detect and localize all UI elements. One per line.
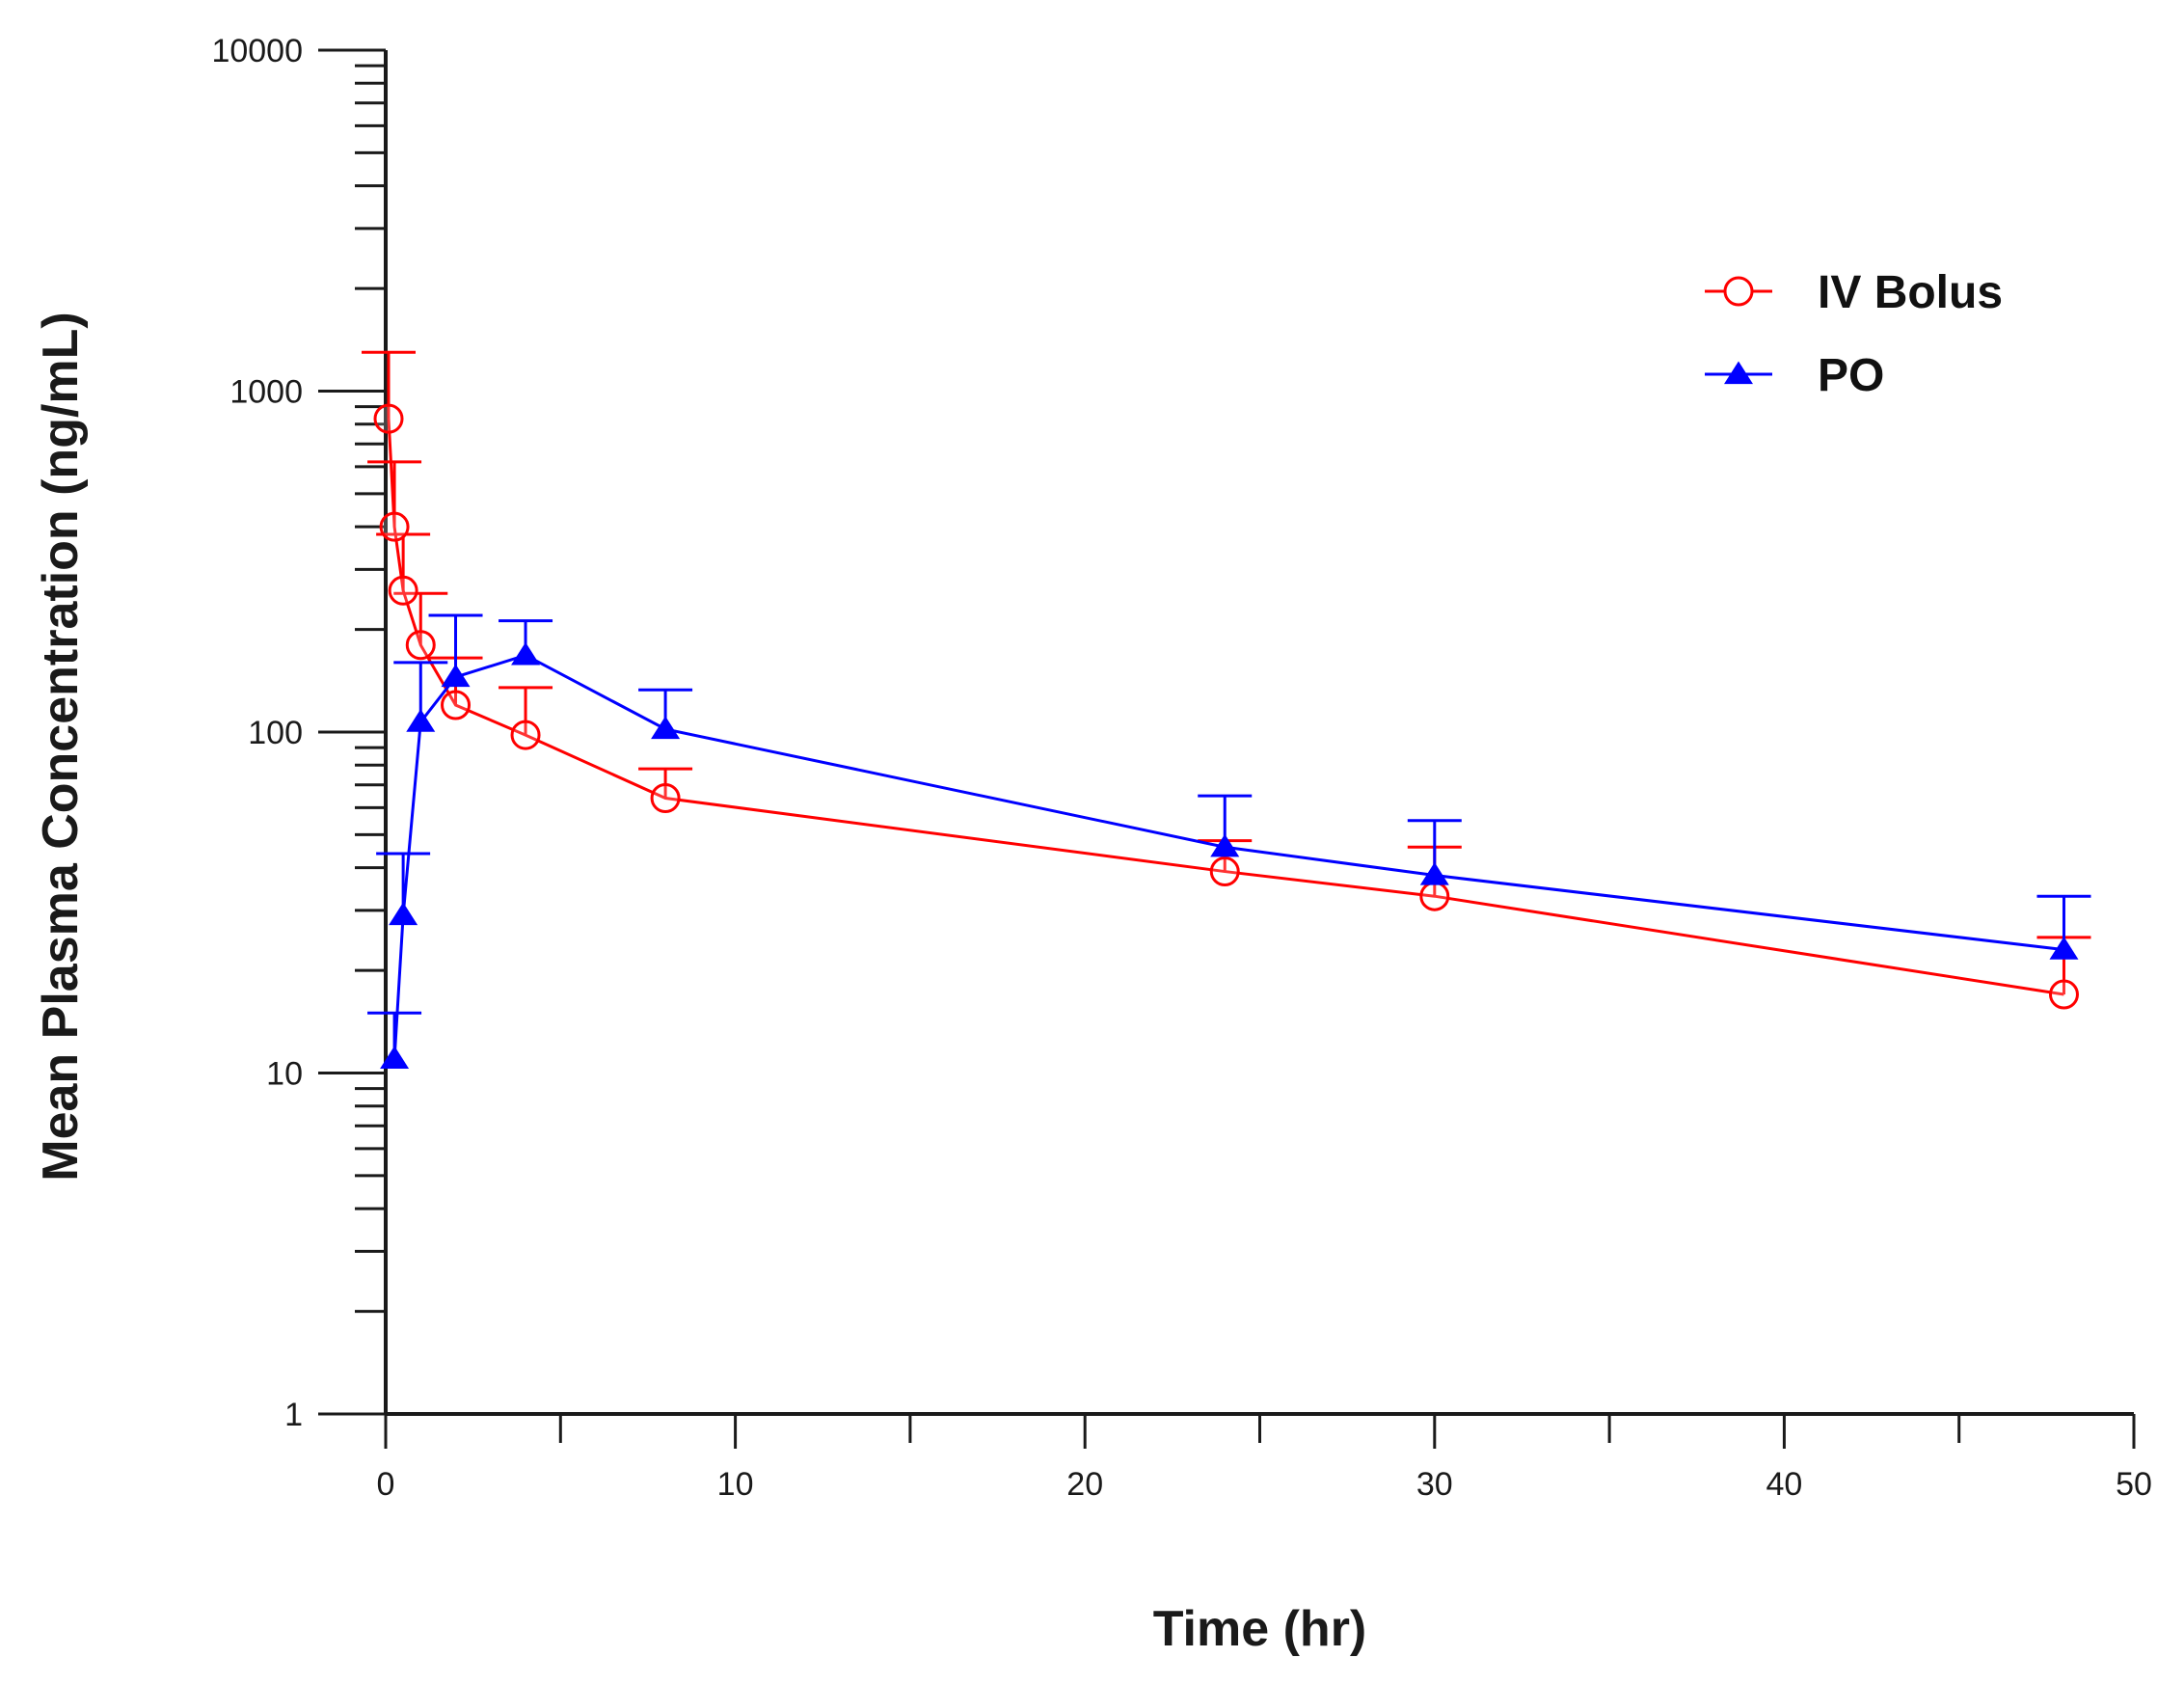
legend-label-po: PO (1818, 350, 1884, 401)
x-tick-label: 20 (1066, 1466, 1103, 1503)
y-tick-label: 1 (284, 1397, 303, 1433)
plot-area: 1 10 100 1000 10000 0 10 20 30 40 50 (211, 33, 2151, 1503)
legend-item-po: PO (1705, 350, 1884, 401)
x-axis-ticks: 0 10 20 30 40 50 (377, 1414, 2152, 1503)
data-point-po (2049, 937, 2079, 960)
series-iv-bolus (362, 350, 2091, 1010)
data-point-iv-bolus (388, 575, 418, 606)
legend-item-iv-bolus: IV Bolus (1705, 267, 2003, 318)
data-point-iv-bolus (405, 630, 436, 661)
data-point-iv-bolus (2048, 979, 2079, 1010)
y-axis-title: Mean Plasma Concentration (ng/mL) (33, 312, 89, 1181)
x-tick-label: 50 (2116, 1466, 2152, 1503)
series-layer (362, 350, 2091, 1069)
x-axis-title: Time (hr) (1153, 1601, 1367, 1657)
data-point-iv-bolus (650, 783, 681, 814)
x-tick-label: 10 (717, 1466, 754, 1503)
y-tick-label: 100 (248, 715, 303, 751)
legend-marker-iv-bolus (1723, 276, 1754, 307)
x-tick-label: 0 (377, 1466, 395, 1503)
data-point-po (406, 709, 436, 732)
data-point-po (389, 902, 418, 926)
series-po (367, 613, 2091, 1069)
data-point-po (1210, 833, 1240, 857)
data-point-iv-bolus (379, 511, 410, 542)
data-point-po (651, 716, 681, 740)
data-point-iv-bolus (510, 720, 541, 750)
data-point-po (380, 1046, 410, 1069)
x-tick-label: 40 (1766, 1466, 1802, 1503)
legend: IV Bolus PO (1705, 267, 2003, 401)
data-point-po (511, 641, 541, 666)
legend-label-iv-bolus: IV Bolus (1818, 267, 2003, 318)
data-point-po (1419, 862, 1449, 885)
data-point-po (441, 664, 471, 688)
y-tick-label: 10000 (211, 33, 303, 69)
data-point-iv-bolus (373, 403, 404, 434)
y-tick-label: 1000 (229, 374, 303, 411)
data-point-iv-bolus (1419, 881, 1450, 911)
data-point-iv-bolus (1209, 856, 1240, 887)
series-line-iv-bolus (387, 419, 2064, 996)
legend-marker-po (1724, 361, 1753, 385)
data-point-iv-bolus (441, 690, 472, 720)
series-line-po (392, 653, 2064, 1059)
y-tick-label: 10 (266, 1056, 303, 1093)
x-tick-label: 30 (1416, 1466, 1453, 1503)
y-axis-ticks: 1 10 100 1000 10000 (211, 33, 386, 1433)
